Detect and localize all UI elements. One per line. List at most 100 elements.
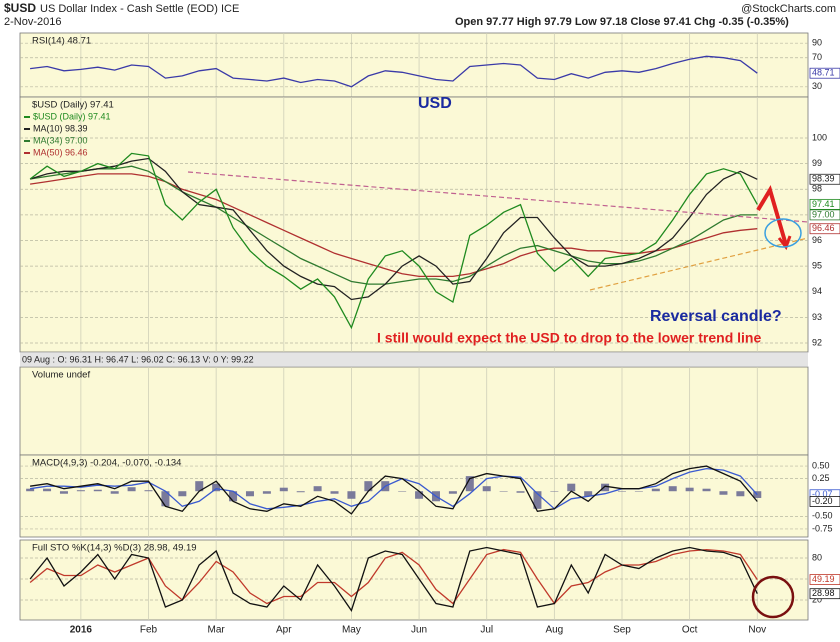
sto-circle bbox=[751, 575, 795, 619]
y-tick-label: 95 bbox=[812, 261, 822, 271]
histogram-bar bbox=[398, 491, 407, 492]
x-tick-label: May bbox=[342, 625, 361, 636]
quote: Open 97.77 High 97.79 Low 97.18 Close 97… bbox=[455, 16, 789, 28]
end-label-box bbox=[809, 209, 840, 221]
panel-title: $USD (Daily) 97.41 bbox=[32, 100, 114, 111]
histogram-bar bbox=[43, 488, 52, 492]
series-line bbox=[29, 546, 758, 612]
series-line bbox=[30, 465, 758, 515]
histogram-bar bbox=[110, 491, 119, 494]
end-label: -0.07 bbox=[812, 489, 833, 499]
panel-background bbox=[19, 366, 809, 456]
legend-entry: MA(34) 97.00 bbox=[33, 135, 88, 145]
x-tick-label: Apr bbox=[276, 625, 292, 636]
histogram-bar bbox=[601, 483, 610, 492]
legend-entry: MA(10) 98.39 bbox=[33, 123, 88, 133]
histogram-bar bbox=[195, 481, 204, 492]
legend-entry: $USD (Daily) 97.41 bbox=[33, 111, 111, 121]
histogram-bar bbox=[685, 487, 694, 492]
x-tick-label: Feb bbox=[140, 625, 158, 636]
end-label: 48.71 bbox=[812, 68, 835, 78]
panel-title: Volume undef bbox=[32, 370, 90, 381]
histogram-bar bbox=[161, 491, 170, 507]
histogram-bar bbox=[448, 491, 457, 494]
end-label-box bbox=[809, 574, 840, 585]
annotation-reversal: Reversal candle? bbox=[650, 308, 782, 325]
histogram-bar bbox=[229, 491, 238, 502]
histogram-bar bbox=[651, 488, 660, 492]
end-label: 28.98 bbox=[812, 588, 835, 598]
target-ellipse bbox=[764, 218, 802, 248]
info-line: 09 Aug : O: 96.31 H: 96.47 L: 96.02 C: 9… bbox=[22, 354, 254, 364]
end-label-box bbox=[809, 173, 840, 185]
date: 2-Nov-2016 bbox=[4, 16, 61, 28]
lower-trend-line bbox=[589, 237, 809, 291]
histogram-bar bbox=[93, 489, 102, 492]
y-tick-label: 80 bbox=[812, 552, 822, 562]
series-line bbox=[29, 548, 758, 605]
histogram-bar bbox=[330, 491, 339, 494]
y-tick-label: -0.75 bbox=[812, 523, 833, 533]
histogram-bar bbox=[59, 491, 68, 494]
histogram-bar bbox=[533, 491, 542, 509]
end-label-box bbox=[809, 223, 840, 235]
panel-title: Full STO %K(14,3) %D(3) 28.98, 49.19 bbox=[32, 543, 197, 554]
histogram-bar bbox=[245, 491, 254, 497]
histogram-bar bbox=[364, 481, 373, 492]
symbol-name: US Dollar Index - Cash Settle (EOD) ICE bbox=[40, 3, 239, 15]
series-line bbox=[30, 55, 758, 88]
y-tick-label: 92 bbox=[812, 337, 822, 347]
end-label-box bbox=[809, 67, 840, 79]
end-label: 98.39 bbox=[812, 174, 835, 184]
red-arrow bbox=[756, 185, 788, 246]
y-tick-label: 0.25 bbox=[812, 473, 830, 483]
y-tick-label: 99 bbox=[812, 158, 822, 168]
legend-entry: MA(50) 96.46 bbox=[33, 147, 88, 157]
histogram-bar bbox=[702, 488, 711, 492]
x-tick-label: Jun bbox=[411, 625, 427, 636]
histogram-bar bbox=[279, 487, 288, 492]
histogram-bar bbox=[127, 487, 136, 492]
end-label: -0.20 bbox=[812, 496, 833, 506]
panel-background bbox=[19, 454, 809, 538]
end-label: 97.00 bbox=[812, 209, 835, 219]
x-tick-label: Jul bbox=[480, 625, 493, 636]
symbol: $USD bbox=[4, 1, 36, 15]
y-tick-label: 93 bbox=[812, 312, 822, 322]
panel-background bbox=[19, 96, 809, 353]
end-label: 96.46 bbox=[812, 223, 835, 233]
histogram-bar bbox=[584, 491, 593, 497]
histogram-bar bbox=[76, 490, 85, 492]
y-tick-label: 94 bbox=[812, 286, 822, 296]
histogram-bar bbox=[347, 491, 356, 499]
y-tick-label: 96 bbox=[812, 235, 822, 245]
x-tick-label: Oct bbox=[682, 625, 698, 636]
y-tick-label: 98 bbox=[812, 184, 822, 194]
histogram-bar bbox=[296, 491, 305, 493]
end-label-box bbox=[809, 496, 840, 507]
y-tick-label: 20 bbox=[812, 594, 822, 604]
histogram-bar bbox=[212, 483, 221, 492]
histogram-bar bbox=[144, 490, 153, 492]
x-tick-label: Mar bbox=[208, 625, 226, 636]
y-tick-label: 90 bbox=[812, 38, 822, 48]
end-label: 49.19 bbox=[812, 574, 835, 584]
histogram-bar bbox=[262, 491, 271, 494]
histogram-bar bbox=[719, 491, 728, 495]
histogram-bar bbox=[634, 491, 643, 492]
histogram-bar bbox=[178, 491, 187, 497]
x-tick-label: Nov bbox=[748, 625, 766, 636]
histogram-bar bbox=[550, 491, 559, 492]
x-tick-label: Aug bbox=[545, 625, 563, 636]
y-tick-label: 70 bbox=[812, 52, 822, 62]
series-line bbox=[29, 152, 758, 330]
histogram-bar bbox=[465, 476, 474, 492]
end-label: 97.41 bbox=[812, 199, 835, 209]
y-tick-label: 0.50 bbox=[812, 460, 830, 470]
end-label-box bbox=[809, 588, 840, 600]
annotation-usd: USD bbox=[418, 95, 452, 112]
histogram-bar bbox=[567, 483, 576, 492]
histogram-bar bbox=[736, 491, 745, 497]
histogram-bar bbox=[26, 488, 35, 492]
annotation-expect: I still would expect the USD to drop to … bbox=[377, 330, 761, 346]
